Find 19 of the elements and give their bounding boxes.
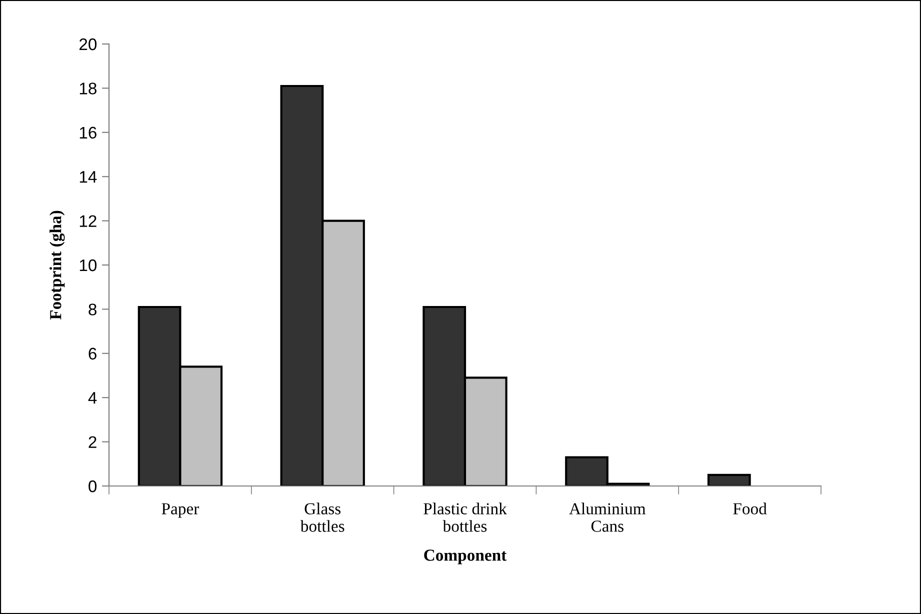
x-tick-label: Aluminium Cans [569,502,646,532]
y-tick-label: 4 [88,392,97,404]
y-tick-label: 10 [80,259,97,272]
x-tick-label: Paper [162,503,200,518]
x-tick-label: Food [733,502,767,514]
x-tick-label: Plastic drink bottles [424,502,507,532]
y-tick-label: 6 [88,348,96,360]
y-tick-label: 8 [88,304,96,316]
y-tick-label: 16 [80,126,96,139]
x-tick-label: Glass bottles [300,502,344,532]
bar [707,474,751,486]
y-tick-label: 14 [80,171,97,183]
y-tick-label: 12 [80,215,96,227]
y-tick-label: 18 [80,82,96,94]
y-tick-label: 2 [88,436,96,448]
y-axis-title: Footprint (gha) [50,210,65,320]
y-tick-label: 20 [79,38,97,50]
y-tick-label: 0 [88,480,97,492]
x-axis-title: Component [424,550,507,564]
